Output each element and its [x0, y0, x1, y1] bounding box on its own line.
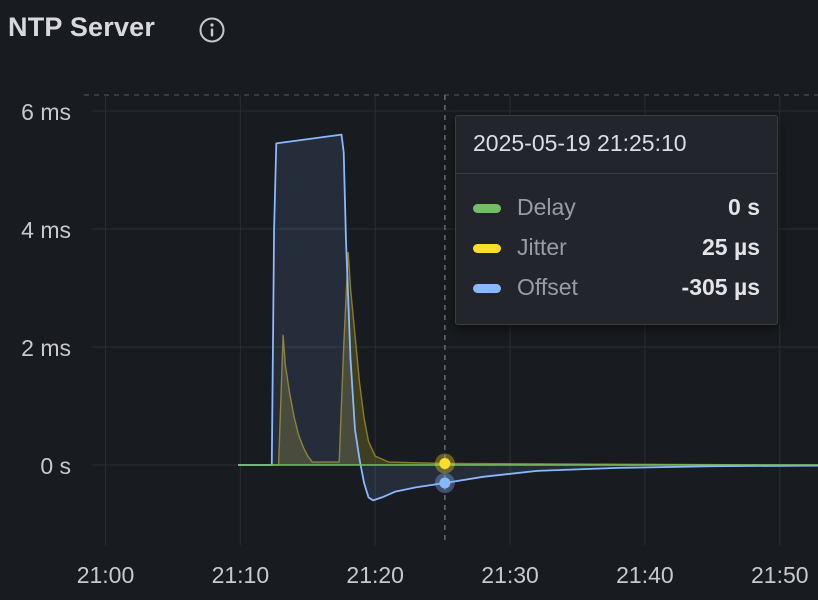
x-axis: 21:00 21:10 21:20 21:30 21:40 21:50: [77, 562, 809, 588]
hover-cursor: [434, 95, 455, 545]
tooltip-divider: [456, 173, 777, 174]
panel-title[interactable]: NTP Server: [8, 12, 156, 42]
y-tick-label: 2 ms: [21, 335, 71, 361]
tooltip-series-value: -305 µs: [681, 274, 760, 300]
panel-header: NTP Server: [0, 0, 818, 60]
cursor-point-offset: [439, 477, 451, 489]
tooltip-row-delay: Delay 0 s: [473, 193, 760, 223]
x-tick-label: 21:40: [616, 562, 674, 588]
y-tick-label: 4 ms: [21, 217, 71, 243]
x-tick-label: 21:50: [751, 562, 809, 588]
tooltip-series-value: 25 µs: [701, 234, 760, 260]
series-line-offset: [238, 133, 818, 502]
series-color-swatch: [473, 244, 501, 253]
tooltip-series-label: Delay: [517, 194, 576, 220]
x-tick-label: 21:10: [212, 562, 270, 588]
info-circle-icon[interactable]: [198, 16, 226, 44]
series-area-jitter: [238, 252, 818, 465]
series-color-swatch: [473, 284, 501, 293]
x-tick-label: 21:00: [77, 562, 135, 588]
y-tick-label: 0 s: [40, 453, 71, 479]
tooltip-series-label: Jitter: [517, 234, 567, 260]
tooltip-time: 2025-05-19 21:25:10: [473, 130, 687, 156]
y-axis: 6 ms 4 ms 2 ms 0 s: [21, 99, 71, 479]
hover-tooltip: 2025-05-19 21:25:10 Delay 0 s Jitter 25 …: [455, 115, 778, 325]
series-color-swatch: [473, 204, 501, 213]
tooltip-series-label: Offset: [517, 274, 578, 300]
x-tick-label: 21:30: [481, 562, 539, 588]
tooltip-row-offset: Offset -305 µs: [473, 273, 760, 303]
y-tick-label: 6 ms: [21, 99, 71, 125]
series-area-offset: [238, 134, 818, 501]
chart-series: [238, 133, 818, 502]
tooltip-series-value: 0 s: [728, 194, 760, 220]
cursor-point-jitter: [439, 458, 451, 470]
series-line-jitter: [238, 251, 818, 466]
tooltip-row-jitter: Jitter 25 µs: [473, 233, 760, 263]
x-tick-label: 21:20: [346, 562, 404, 588]
